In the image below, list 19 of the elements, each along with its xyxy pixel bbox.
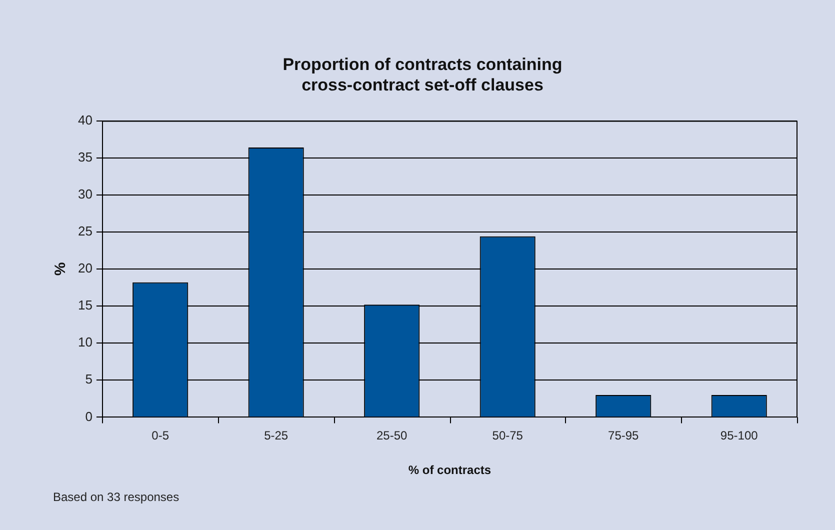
x-tick-label: 25-50: [376, 428, 408, 443]
x-tick-label: 75-95: [608, 428, 640, 443]
y-tick-label: 5: [85, 372, 92, 387]
y-tick-label: 15: [78, 298, 92, 313]
y-tick-label: 10: [78, 334, 92, 350]
y-axis-title: %: [52, 262, 70, 276]
text: Based on 33 responses: [53, 490, 180, 504]
x-tick-label: 5-25: [264, 428, 288, 443]
y-tick-label: 25: [78, 224, 92, 239]
y-tick-label: 40: [78, 112, 92, 128]
y-tick-label: 0: [85, 408, 92, 424]
x-tick-label: 0-5: [152, 428, 170, 443]
x-tick-label: 95-100: [720, 428, 758, 443]
x-axis-title: % of contracts: [408, 463, 492, 478]
y-tick-label: 30: [78, 186, 92, 202]
y-tick-label: 35: [78, 149, 92, 164]
y-tick-label: 20: [78, 260, 92, 276]
chart-title: Proportion of contracts containing cross-contract set-off clauses: [282, 54, 562, 94]
x-tick-label: 50-75: [492, 428, 524, 443]
